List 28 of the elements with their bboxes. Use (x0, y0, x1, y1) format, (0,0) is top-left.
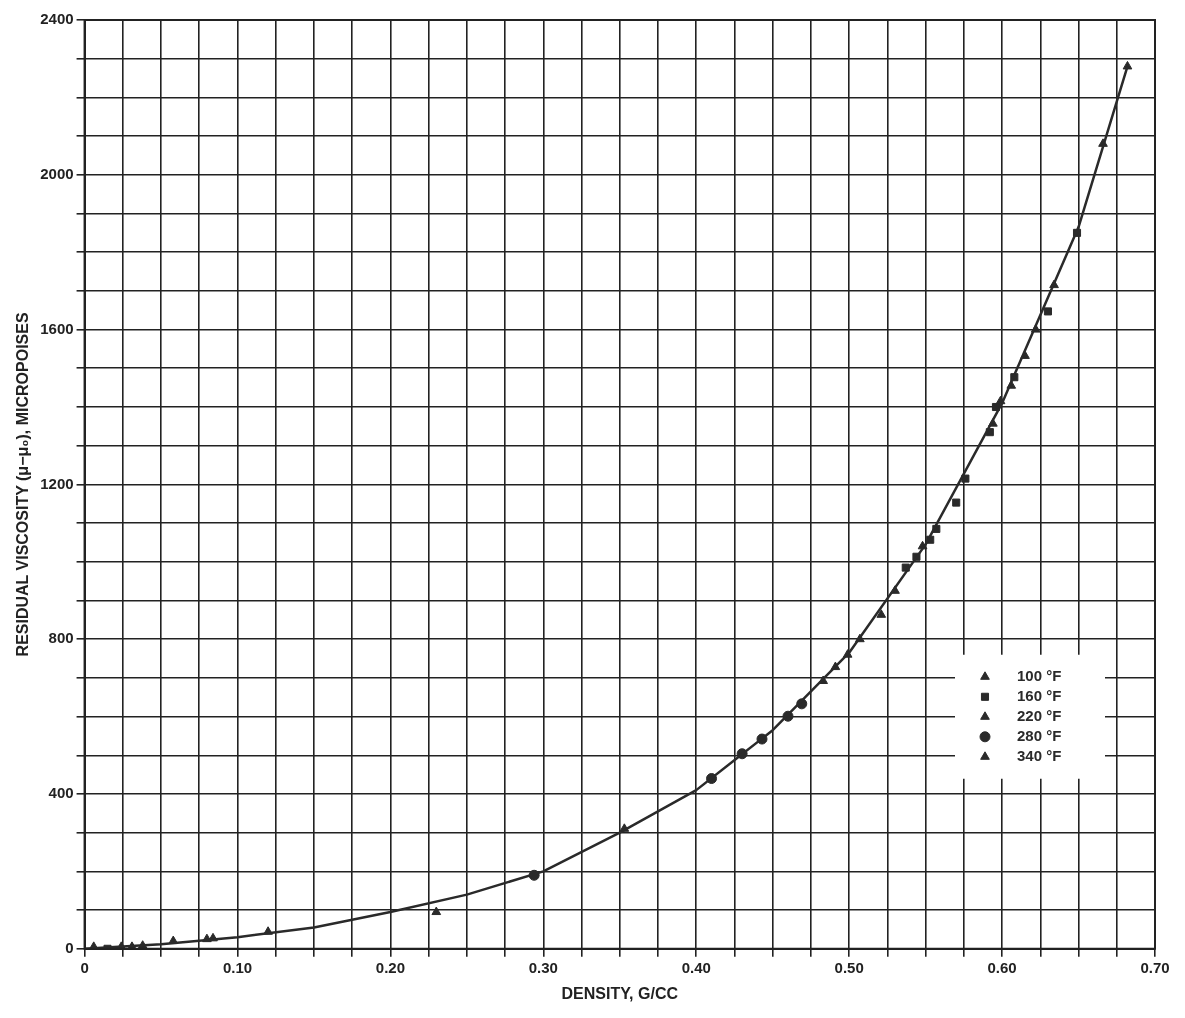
x-tick-label: 0.10 (222, 958, 253, 976)
legend-label: 220 °F (1017, 706, 1062, 724)
x-axis-title: DENSITY, G/CC (561, 984, 679, 1002)
x-tick-label: 0.20 (375, 958, 406, 976)
legend-label: 340 °F (1017, 746, 1062, 764)
x-tick-label: 0.40 (681, 958, 711, 976)
y-tick-label: 2400 (40, 10, 74, 28)
point (431, 906, 442, 916)
x-tick-label: 0.70 (1140, 958, 1170, 976)
point (952, 498, 961, 507)
x-tick-label: 0 (80, 958, 89, 976)
point (876, 609, 887, 618)
point (961, 474, 970, 483)
y-tick-label: 1200 (40, 474, 74, 492)
y-axis-title: RESIDUAL VISCOSITY (μ−μ₀), MICROPOISES (14, 312, 32, 657)
point (1122, 60, 1133, 70)
y-tick-label: 1600 (40, 319, 74, 337)
y-tick-label: 800 (48, 629, 74, 647)
legend-label: 280 °F (1017, 726, 1062, 744)
point (1043, 307, 1052, 316)
y-tick-label: 2000 (40, 164, 74, 182)
x-tick-label: 0.50 (834, 958, 864, 976)
y-tick-label: 0 (65, 938, 74, 956)
legend-label: 160 °F (1017, 686, 1062, 704)
legend-label: 100 °F (1017, 666, 1062, 684)
y-tick-label: 400 (48, 784, 74, 802)
x-tick-label: 0.30 (528, 958, 558, 976)
x-tick-label: 0.60 (987, 958, 1017, 976)
